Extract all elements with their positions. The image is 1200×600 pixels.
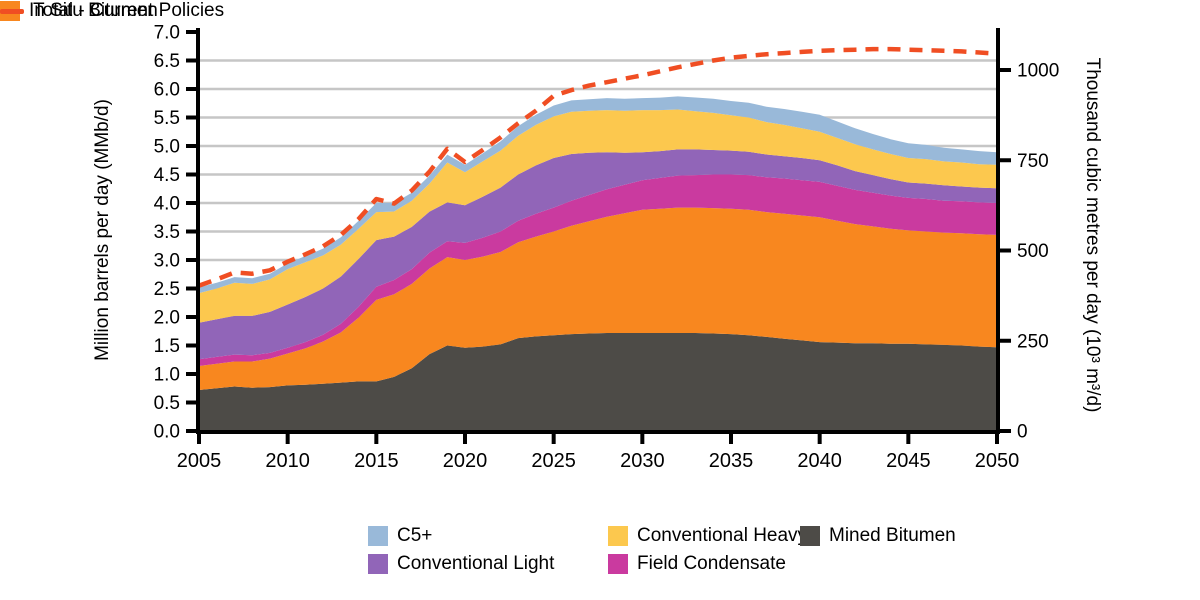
area-mined-bitumen — [199, 333, 997, 431]
legend-label: Mined Bitumen — [829, 525, 956, 546]
legend-item-mined-bitumen: Mined Bitumen — [800, 525, 956, 547]
left-axis-tick-label: 0.5 — [154, 393, 180, 414]
x-axis-tick-label: 2050 — [975, 450, 1020, 472]
c5plus-swatch-icon — [368, 526, 388, 546]
legend-label: In Situ Bitumen — [29, 0, 158, 21]
left-axis-tick-label: 7.0 — [154, 23, 180, 44]
left-axis-tick-label: 0.0 — [154, 422, 180, 443]
dashed-line-swatch-icon — [0, 8, 24, 14]
right-axis-title: Thousand cubic metres per day (10³ m³/d) — [1082, 57, 1103, 413]
right-axis-tick-label: 0 — [1017, 422, 1028, 443]
left-axis-tick-label: 4.5 — [154, 165, 180, 186]
left-axis-tick-label: 5.0 — [154, 137, 180, 158]
right-axis-tick-label: 750 — [1017, 151, 1049, 172]
left-axis-tick-label: 1.0 — [154, 365, 180, 386]
legend-label: Total - Current Policies — [33, 0, 225, 21]
legend-item-conventional-light: Conventional Light — [368, 553, 554, 575]
legend-label: C5+ — [397, 525, 433, 546]
legend-item-in-situ-bitumen: In Situ Bitumen — [0, 0, 158, 22]
x-axis-tick-label: 2030 — [620, 450, 665, 472]
x-axis-tick-label: 2020 — [443, 450, 488, 472]
left-axis-tick-label: 6.0 — [154, 80, 180, 101]
x-axis-tick-label: 2040 — [797, 450, 842, 472]
stacked-area-chart: 0.0 0.5 1.0 1.5 2.0 2.5 3.0 3.5 4.0 4.5 5.0 5.5 6.0 6… — [154, 23, 1060, 473]
left-axis-tick-label: 5.5 — [154, 108, 180, 129]
x-axis-tick-label: 2035 — [709, 450, 754, 472]
area-c5- — [199, 96, 997, 294]
left-axis-title: Million barrels per day (MMb/d) — [92, 99, 113, 361]
area-field-condensate — [199, 174, 997, 366]
conventional-heavy-swatch-icon — [608, 526, 628, 546]
field-condensate-swatch-icon — [608, 554, 628, 574]
legend-item-total-current-policies: Total - Current Policies — [0, 0, 224, 22]
x-axis-tick-label: 2015 — [354, 450, 399, 472]
area-conventional-heavy — [199, 109, 997, 323]
legend-label: Conventional Heavy — [637, 525, 808, 546]
conventional-light-swatch-icon — [368, 554, 388, 574]
x-axis-tick-label: 2045 — [886, 450, 931, 472]
total-current-policies-line — [198, 46, 998, 288]
area-in-situ-bitumen — [199, 207, 997, 390]
x-axis-tick-label: 2025 — [531, 450, 576, 472]
x-axis-tick-label: 2010 — [265, 450, 310, 472]
legend-item-conventional-heavy: Conventional Heavy — [608, 525, 807, 547]
mined-bitumen-swatch-icon — [800, 526, 820, 546]
left-axis-tick-label: 4.0 — [154, 194, 180, 215]
left-axis-tick-label: 2.5 — [154, 279, 180, 300]
left-axis-tick-label: 1.5 — [154, 336, 180, 357]
legend-item-c5plus: C5+ — [368, 525, 432, 547]
right-axis-tick-label: 500 — [1017, 241, 1049, 262]
right-axis-tick-label: 250 — [1017, 331, 1049, 352]
area-conventional-light — [199, 149, 997, 360]
legend-label: Field Condensate — [637, 553, 786, 574]
left-axis-tick-label: 3.0 — [154, 251, 180, 272]
left-axis-tick-label: 2.0 — [154, 308, 180, 329]
legend-item-field-condensate: Field Condensate — [608, 553, 786, 575]
left-axis-tick-label: 6.5 — [154, 51, 180, 72]
left-axis-tick-label: 3.5 — [154, 222, 180, 243]
legend-label: Conventional Light — [397, 553, 555, 574]
x-axis-tick-label: 2005 — [177, 450, 222, 472]
right-axis-tick-label: 1000 — [1017, 61, 1059, 82]
